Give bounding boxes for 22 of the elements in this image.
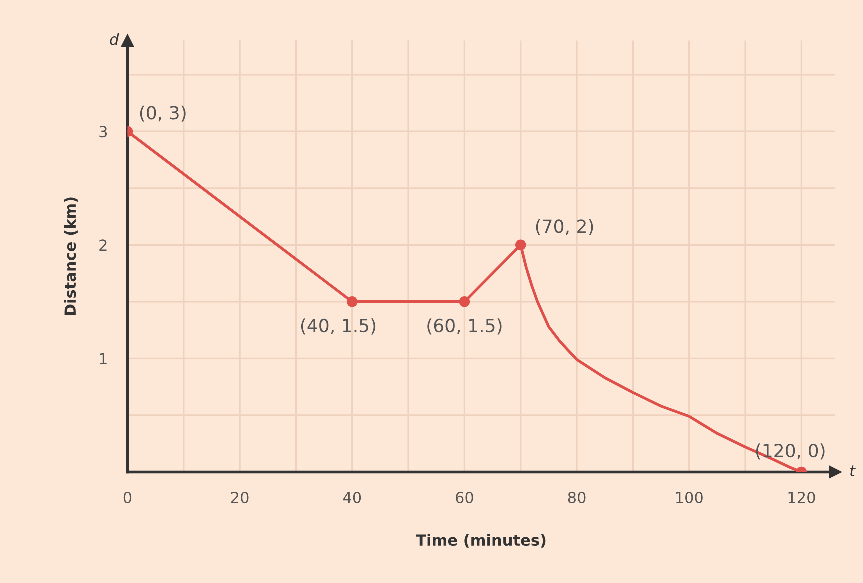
x-axis-title: Time (minutes)	[416, 534, 546, 548]
y-tick-label: 2	[100, 240, 107, 251]
y-axis-title: Distance (km)	[64, 198, 78, 316]
point	[347, 296, 358, 308]
y-tick-label: 1	[100, 353, 107, 365]
annotation: (0, 3)	[140, 106, 186, 122]
annotation: (70, 2)	[536, 219, 594, 236]
point	[459, 296, 470, 308]
annotation: (60, 1.5)	[428, 318, 502, 335]
point	[515, 240, 526, 251]
x-tick-label: 80	[568, 492, 586, 504]
annotation: (40, 1.5)	[301, 318, 376, 335]
text: d	[110, 33, 120, 46]
x-tick-label: 60	[456, 492, 474, 504]
x-tick-label: 100	[676, 492, 703, 504]
annotation: (120, 0)	[756, 444, 825, 460]
x-tick-label: 0	[124, 492, 132, 504]
x-tick-label: 120	[788, 492, 816, 504]
x-tick-label: 20	[231, 492, 249, 504]
y-tick-label: 3	[100, 126, 108, 138]
x-tick-label: 40	[343, 492, 362, 504]
text: t	[850, 466, 856, 476]
